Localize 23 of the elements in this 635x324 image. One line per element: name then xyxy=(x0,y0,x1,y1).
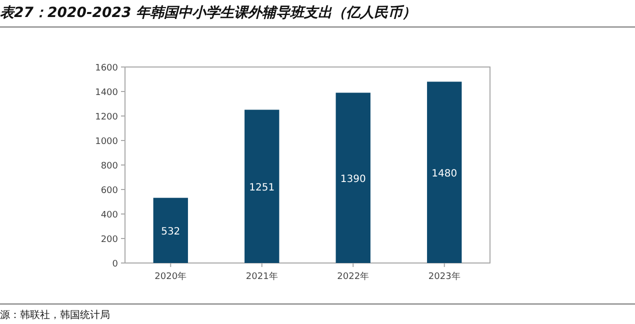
y-tick-label: 1200 xyxy=(95,112,118,122)
bar xyxy=(153,198,188,263)
y-tick-label: 600 xyxy=(100,186,118,196)
bar xyxy=(427,82,462,263)
y-tick-label: 1600 xyxy=(95,64,118,74)
bar xyxy=(244,110,280,263)
data-label: 1480 xyxy=(432,168,458,180)
text: 源：韩联社，韩国统计局 xyxy=(0,309,110,321)
y-tick-label: 1400 xyxy=(95,88,118,98)
x-tick-label: 2020年 xyxy=(154,271,187,282)
bar xyxy=(336,92,370,263)
y-tick-label: 0 xyxy=(112,260,118,270)
x-tick-label: 2021年 xyxy=(246,271,278,282)
x-tick-label: 2023年 xyxy=(428,271,460,282)
x-tick-label: 2022年 xyxy=(337,271,370,282)
data-label: 1390 xyxy=(340,174,366,185)
y-tick-label: 1000 xyxy=(95,137,118,147)
y-tick-label: 200 xyxy=(100,235,118,245)
data-label: 1251 xyxy=(249,182,275,194)
y-tick-label: 800 xyxy=(100,162,118,172)
data-label: 532 xyxy=(161,226,180,238)
y-tick-label: 400 xyxy=(100,210,118,220)
chart-title: 表27：2020-2023 年韩国中小学生课外辅导班支出（亿人民币） xyxy=(0,4,416,21)
